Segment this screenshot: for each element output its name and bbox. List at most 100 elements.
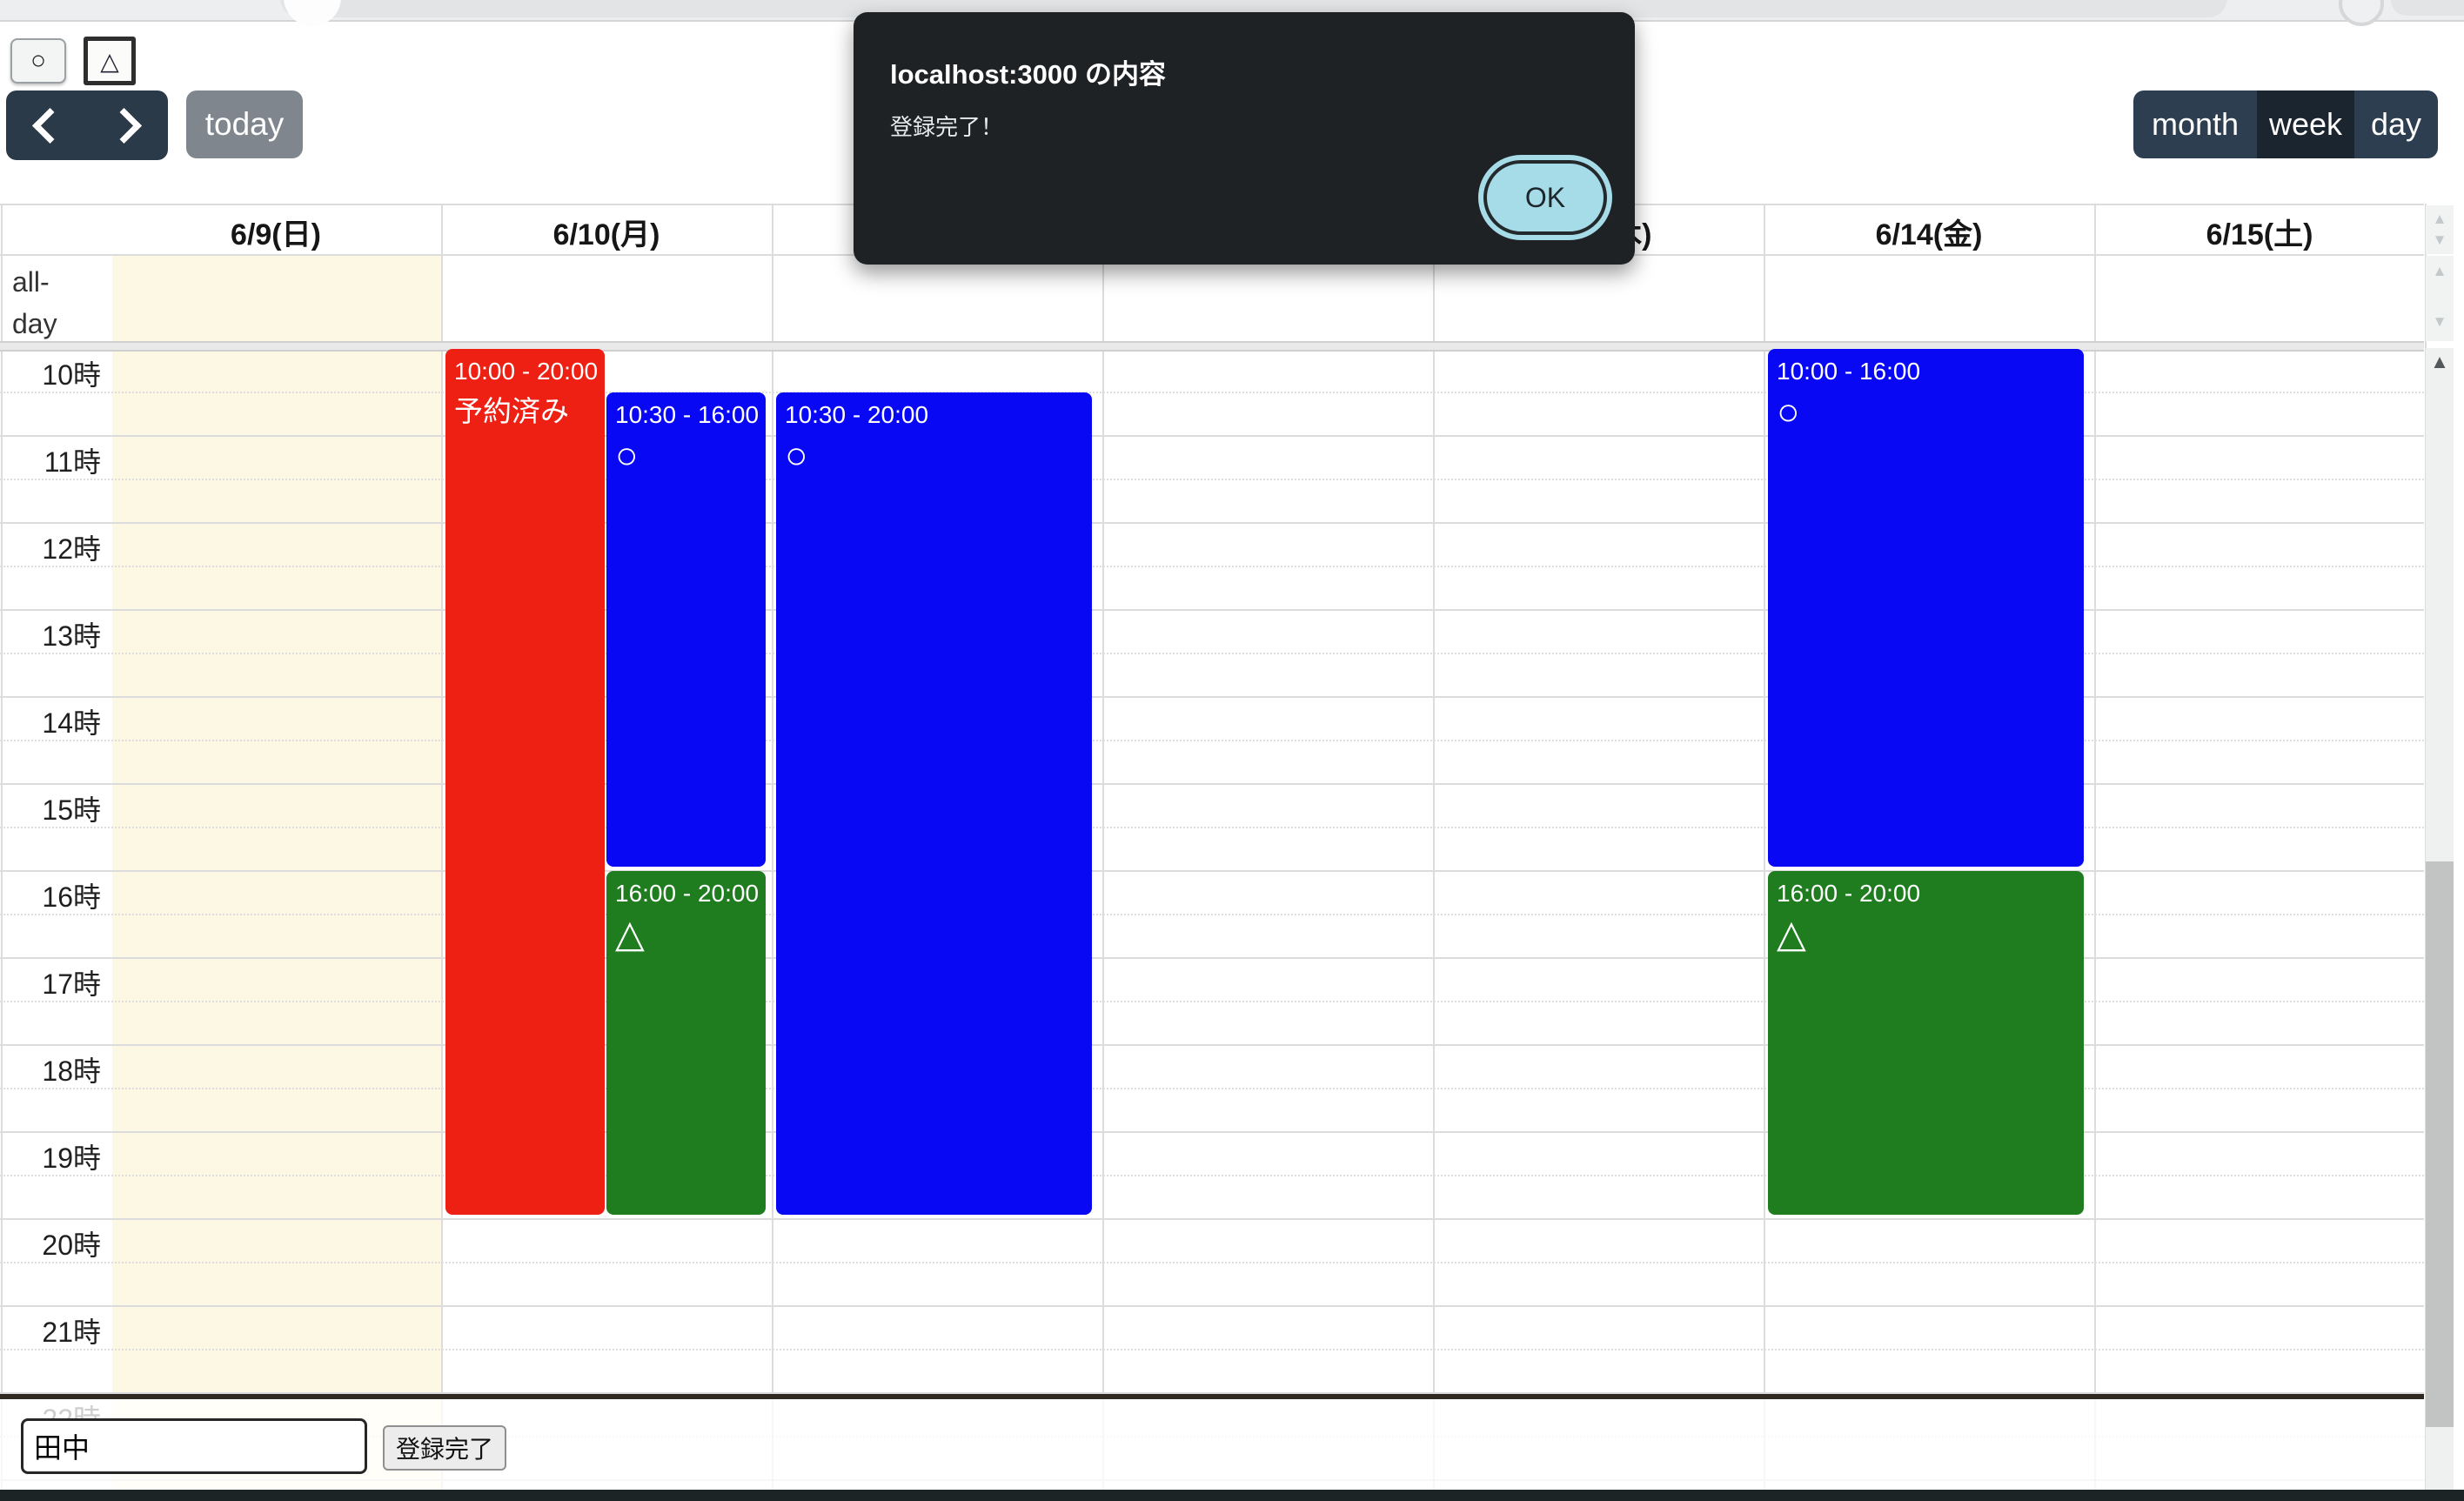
day-header: 6/10(月) — [552, 218, 660, 251]
dialog-title: localhost:3000 の内容 — [890, 59, 1166, 90]
event-time: 10:00 - 16:00 — [1777, 358, 1921, 385]
header-scrollbar[interactable]: ▲ ▼ — [2426, 205, 2454, 254]
circle-filter-button[interactable]: ○ — [10, 38, 66, 84]
half-hour-line — [0, 914, 2424, 915]
scrollbar-thumb[interactable] — [2426, 861, 2454, 1427]
hour-line — [0, 870, 2424, 872]
event[interactable]: 10:30 - 16:00 ○ — [606, 392, 766, 867]
name-input[interactable] — [21, 1418, 367, 1474]
event-time: 16:00 - 20:00 — [615, 880, 760, 907]
column-border — [1102, 204, 1104, 1490]
hour-line — [0, 783, 2424, 785]
column-border — [772, 204, 773, 1490]
today-column-highlight — [112, 254, 441, 1501]
event-title: ○ — [1777, 391, 1800, 433]
all-day-label: all-day — [12, 266, 57, 339]
scroll-down-icon[interactable]: ▼ — [2432, 231, 2447, 248]
event[interactable]: 10:00 - 20:00 予約済み — [445, 349, 605, 1215]
hour-label: 16時 — [42, 881, 101, 913]
column-border — [2094, 204, 2096, 1490]
dialog-message: 登録完了！ — [890, 114, 1004, 140]
allday-scrollbar[interactable]: ▲ ▼ — [2426, 256, 2454, 341]
prev-button[interactable] — [6, 90, 87, 160]
hour-label: 18時 — [42, 1055, 101, 1087]
hour-label: 15時 — [42, 794, 101, 826]
registration-form: 登録完了 — [0, 1394, 2424, 1495]
half-hour-line — [0, 740, 2424, 741]
view-week-button[interactable]: week — [2257, 90, 2354, 158]
hour-label: 12時 — [42, 533, 101, 565]
half-hour-line — [0, 1088, 2424, 1089]
hour-line — [0, 1305, 2424, 1307]
scroll-up-icon[interactable]: ▲ — [2432, 263, 2447, 279]
hour-label: 21時 — [42, 1317, 101, 1348]
hour-label: 11時 — [44, 446, 101, 478]
hour-line — [0, 1218, 2424, 1220]
hour-line — [0, 696, 2424, 698]
hour-label: 13時 — [42, 620, 101, 652]
hour-label: 20時 — [42, 1230, 101, 1261]
view-switcher: month week day — [2133, 90, 2438, 158]
event[interactable]: 16:00 - 20:00 △ — [606, 871, 766, 1215]
scroll-down-icon[interactable]: ▼ — [2432, 313, 2447, 330]
column-border — [1433, 204, 1435, 1490]
event[interactable]: 16:00 - 20:00 △ — [1768, 871, 2084, 1215]
bottom-bar — [0, 1490, 2464, 1501]
event-title: △ — [1777, 913, 1806, 955]
hour-label: 17時 — [42, 968, 101, 1000]
event-time: 10:30 - 16:00 — [615, 401, 760, 428]
hour-label: 19時 — [42, 1143, 101, 1174]
half-hour-line — [0, 1001, 2424, 1002]
hour-line — [0, 1044, 2424, 1046]
day-header: 6/14(金) — [1875, 218, 1983, 251]
view-day-button[interactable]: day — [2354, 90, 2438, 158]
hour-line — [0, 522, 2424, 524]
chevron-left-icon — [31, 107, 69, 144]
event[interactable]: 10:00 - 16:00 ○ — [1768, 349, 2084, 867]
hour-line — [0, 435, 2424, 437]
half-hour-line — [0, 1349, 2424, 1350]
next-button[interactable] — [87, 90, 168, 160]
hour-line — [0, 609, 2424, 611]
day-header: 6/15(土) — [2206, 218, 2313, 251]
half-hour-line — [0, 1175, 2424, 1176]
omnibox-remnant — [280, 0, 2227, 17]
column-border — [1764, 204, 1765, 1490]
event-time: 10:00 - 20:00 — [454, 358, 599, 385]
half-hour-line — [0, 653, 2424, 654]
event-title: △ — [615, 913, 645, 955]
event[interactable]: 10:30 - 20:00 ○ — [776, 392, 1092, 1215]
column-border — [1, 204, 3, 1490]
half-hour-line — [0, 566, 2424, 567]
today-button[interactable]: today — [186, 90, 303, 158]
event-time: 10:30 - 20:00 — [785, 401, 929, 428]
hour-line — [0, 957, 2424, 959]
half-hour-line — [0, 479, 2424, 480]
scroll-up-icon[interactable]: ▲ — [2430, 351, 2449, 372]
view-month-button[interactable]: month — [2133, 90, 2257, 158]
day-header: 6/9(日) — [231, 218, 321, 251]
prev-next-group — [6, 90, 168, 160]
chevron-right-icon — [105, 107, 143, 144]
scroll-up-icon[interactable]: ▲ — [2432, 211, 2447, 227]
hour-label: 14時 — [42, 707, 101, 739]
alert-dialog: localhost:3000 の内容 登録完了！ OK — [854, 12, 1635, 265]
half-hour-line — [0, 392, 2424, 393]
hour-line — [0, 1392, 2424, 1394]
column-border — [441, 204, 443, 1490]
triangle-filter-button[interactable]: △ — [84, 37, 136, 85]
ok-button[interactable]: OK — [1483, 160, 1607, 235]
register-complete-button[interactable]: 登録完了 — [383, 1425, 506, 1471]
hour-label: 10時 — [42, 359, 101, 391]
event-title: 予約済み — [454, 395, 569, 427]
event-title: ○ — [785, 434, 808, 477]
event-time: 16:00 - 20:00 — [1777, 880, 1921, 907]
chrome-decoration-blob — [2391, 0, 2464, 16]
hour-line — [0, 1131, 2424, 1133]
half-hour-line — [0, 827, 2424, 828]
event-title: ○ — [615, 434, 639, 477]
half-hour-line — [0, 1262, 2424, 1263]
grid-scrollbar[interactable]: ▲ — [2426, 348, 2454, 1490]
